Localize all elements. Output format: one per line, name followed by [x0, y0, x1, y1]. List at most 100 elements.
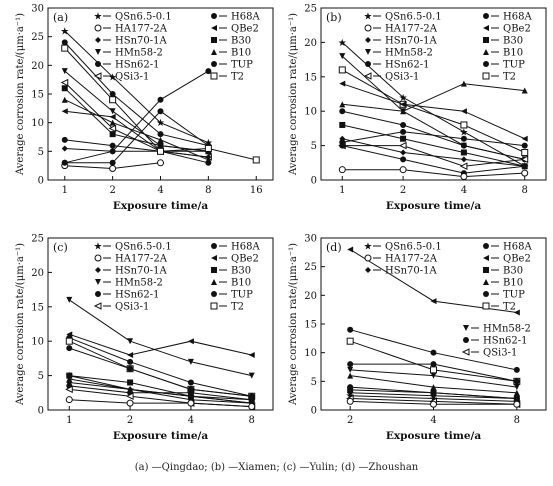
legend-marker: ★	[94, 12, 103, 23]
legend-label: HA177-2A	[115, 24, 168, 35]
data-point	[339, 121, 346, 128]
data-point	[338, 166, 346, 174]
y-axis-label: Average corrosion rate/(μm·a⁻¹)	[15, 13, 26, 176]
legend-entry: QBe2	[211, 24, 259, 35]
data-point	[400, 135, 407, 142]
data-point	[398, 141, 407, 150]
legend-label: H68A	[231, 12, 260, 23]
legend-entry: HA177-2A	[364, 254, 438, 265]
y-tick-label: 5	[38, 147, 44, 158]
legend-entry: H68A	[483, 12, 532, 23]
data-point	[460, 80, 467, 87]
data-point	[460, 142, 467, 149]
legend-label: QSn6.5-0.1	[115, 242, 172, 253]
legend-label: HMn58-2	[483, 324, 531, 335]
series-line	[64, 110, 209, 152]
data-point	[65, 337, 73, 345]
data-point	[157, 96, 164, 103]
series-b10	[339, 80, 528, 115]
data-point	[109, 148, 116, 155]
data-point	[459, 162, 468, 171]
y-tick-label: 10	[31, 118, 44, 129]
legend-label: HSn70-1A	[385, 36, 437, 47]
legend-label: QSi3-1	[385, 72, 419, 83]
y-tick-label: 0	[311, 406, 317, 417]
x-tick-label: 1	[66, 415, 72, 426]
legend-entry: T2	[482, 302, 516, 313]
data-point	[108, 124, 117, 133]
legend-entry: ★ QSn6.5-0.1	[364, 242, 442, 253]
legend-entry: HSn62-1	[95, 60, 159, 71]
legend-entry: HMn58-2	[463, 324, 531, 335]
y-tick-label: 20	[304, 38, 317, 49]
legend-entry: HA177-2A	[364, 24, 438, 35]
legend-marker	[94, 24, 102, 32]
legend-marker	[95, 61, 101, 67]
data-point: ★	[156, 118, 165, 129]
legend-marker	[211, 279, 217, 285]
legend-marker	[365, 61, 371, 67]
legend-entry: B30	[211, 266, 251, 277]
series-line	[64, 87, 209, 152]
legend-entry: HSn62-1	[95, 290, 159, 301]
y-tick-label: 0	[38, 406, 44, 417]
series-qsi3-1	[338, 141, 529, 171]
legend-entry: HMn58-2	[95, 48, 163, 59]
legend-marker	[463, 325, 469, 331]
data-point	[204, 144, 212, 152]
legend-entry: QBe2	[483, 254, 531, 265]
legend-marker	[364, 254, 372, 262]
data-point: ★	[60, 26, 69, 37]
chart-panel: (d) 0 5 10 15 20 25 30 2 4 8 Exposure time/a Average…	[288, 234, 547, 442]
x-tick-label: 8	[514, 415, 520, 426]
data-point	[338, 66, 346, 74]
series-t2	[61, 44, 260, 164]
legend-marker	[95, 267, 101, 273]
data-point: ★	[459, 127, 468, 138]
series-line	[64, 148, 209, 158]
legend-label: HSn70-1A	[115, 266, 167, 277]
legend-marker	[483, 291, 489, 297]
y-tick-label: 20	[31, 61, 44, 72]
data-point	[127, 379, 134, 386]
data-point	[109, 96, 117, 104]
data-point	[521, 135, 528, 142]
legend-entry: B30	[483, 266, 523, 277]
legend-label: HMn58-2	[115, 278, 163, 289]
legend-label: B10	[231, 48, 251, 59]
y-tick-label: 25	[304, 4, 317, 15]
legend-label: HSn62-1	[483, 336, 527, 347]
data-point	[65, 385, 73, 394]
chart-panel: (a) 0 5 10 15 20 25 30 1 2 4 8 16 Exposure time/a Aver…	[15, 4, 274, 212]
series-line	[342, 83, 525, 112]
legend-label: HMn58-2	[115, 48, 163, 59]
legend-entry: HSn62-1	[365, 60, 429, 71]
data-point	[157, 131, 164, 138]
legend-label: QBe2	[231, 254, 259, 265]
y-tick-label: 15	[31, 90, 44, 101]
legend-marker	[363, 72, 372, 80]
legend-entry: HA177-2A	[94, 254, 168, 265]
data-point	[61, 145, 68, 152]
series-qbe2	[339, 80, 528, 142]
y-tick-label: 10	[304, 348, 317, 359]
legend-label: HA177-2A	[385, 24, 438, 35]
y-tick-label: 30	[31, 4, 44, 15]
data-point	[399, 166, 407, 174]
series-line	[64, 82, 209, 158]
data-point	[347, 389, 354, 396]
legend-entry: B10	[211, 48, 251, 59]
data-point	[61, 108, 68, 115]
legend-marker	[211, 255, 217, 261]
data-point	[347, 246, 354, 253]
data-point	[513, 378, 520, 385]
x-tick-label: 2	[109, 185, 115, 196]
data-point	[187, 358, 194, 365]
legend-label: QBe2	[503, 24, 531, 35]
series-line	[69, 337, 252, 397]
legend-entry: T2	[482, 72, 516, 83]
x-axis-label: Exposure time/a	[113, 430, 208, 442]
legend-entry: QSi3-1	[93, 72, 149, 83]
legend-entry: HSn70-1A	[95, 266, 167, 277]
data-point	[513, 395, 520, 402]
